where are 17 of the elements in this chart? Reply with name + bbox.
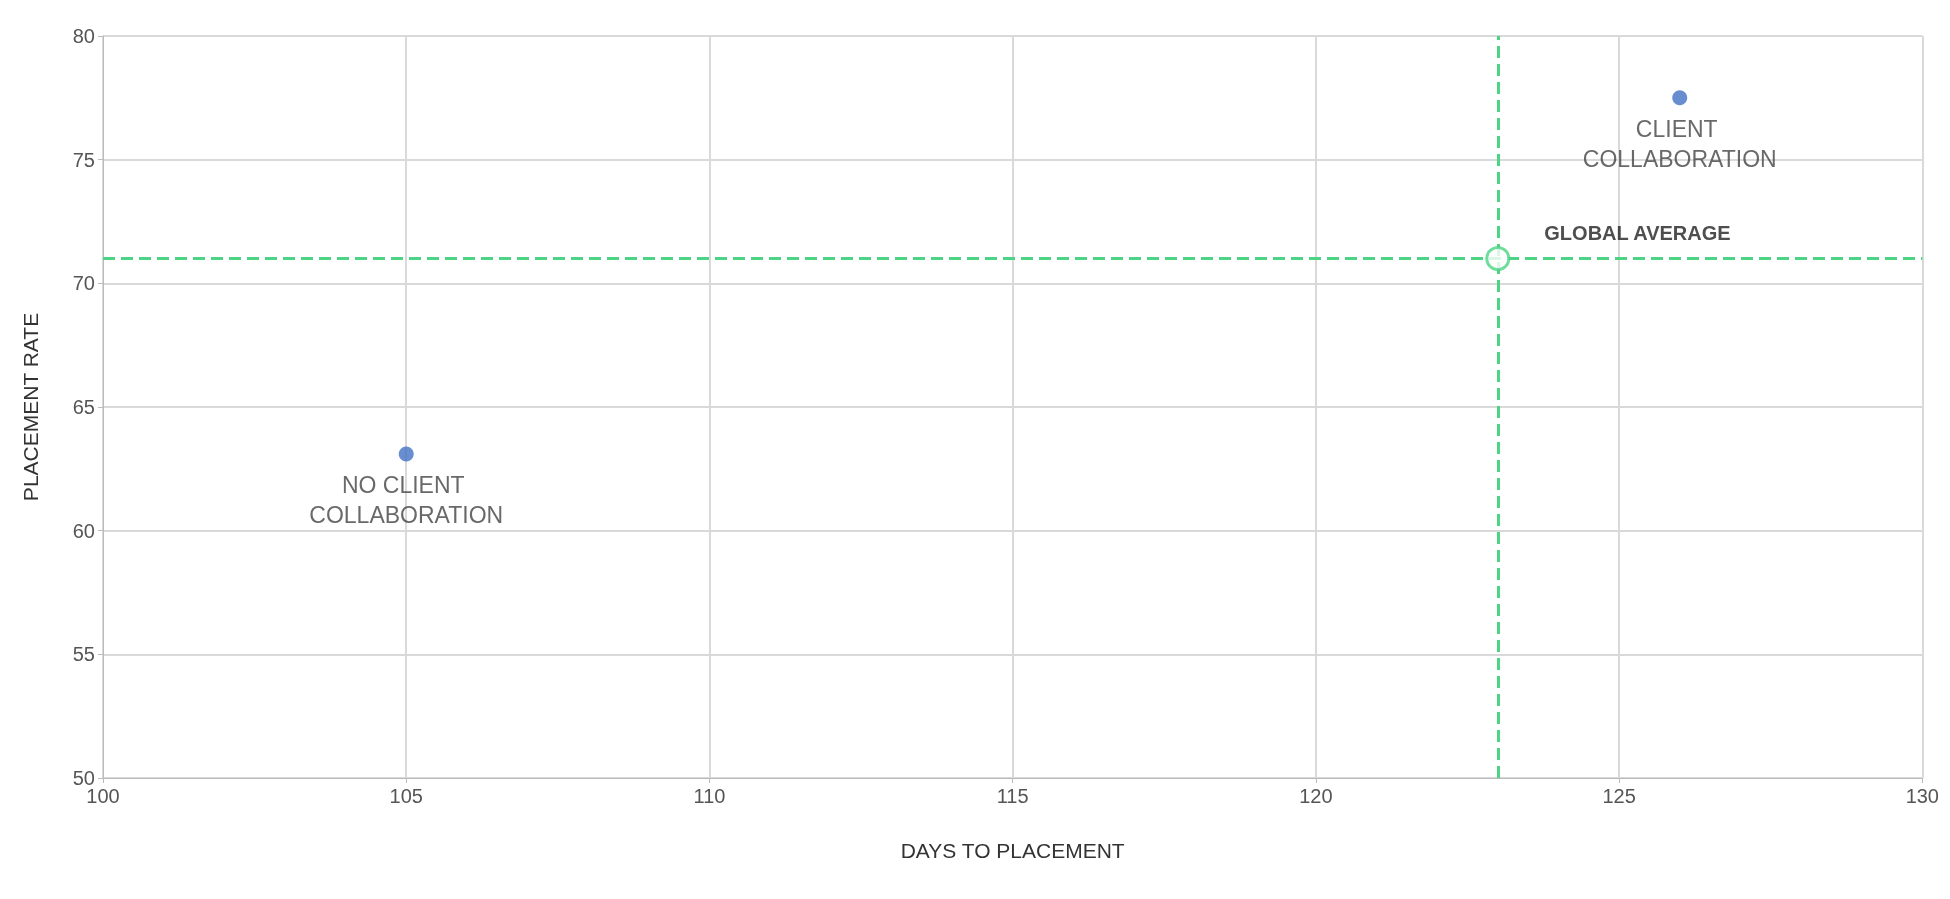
x-axis-title: DAYS TO PLACEMENT: [900, 839, 1125, 862]
y-tick-label: 55: [72, 643, 95, 666]
x-tick-label: 105: [389, 785, 423, 807]
annotation: NO CLIENT COLLABORATION: [309, 472, 504, 529]
y-tick-label: 60: [72, 519, 95, 542]
y-tick-label: 80: [72, 25, 95, 47]
y-tick-label: 70: [72, 272, 95, 295]
x-tick-label: 125: [1602, 785, 1636, 807]
x-tick-label: 110: [693, 785, 726, 807]
y-tick-label: 65: [72, 396, 95, 418]
annotation: GLOBAL AVERAGE: [1544, 221, 1731, 244]
annotation: CLIENT COLLABORATION: [1582, 116, 1777, 173]
y-tick-label: 75: [72, 148, 95, 171]
x-tick-label: 130: [1905, 785, 1939, 807]
x-tick-label: 115: [996, 785, 1029, 807]
x-tick-label: 120: [1299, 785, 1333, 807]
y-axis-title: PLACEMENT RATE: [19, 312, 42, 502]
